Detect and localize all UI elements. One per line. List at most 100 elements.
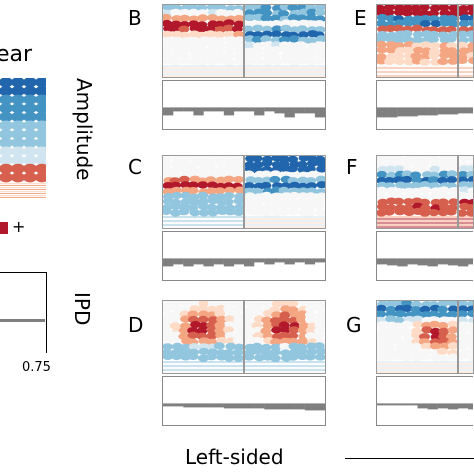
heatmap-cell <box>260 181 272 190</box>
bottom-condition-label: Left-sided <box>185 445 284 469</box>
heatmap-cell <box>437 209 449 217</box>
heatmap-cell <box>305 305 316 313</box>
panel-c-ipd-plot <box>162 231 326 281</box>
heatmap-stripe <box>377 69 457 71</box>
ipd-bar <box>284 258 295 265</box>
ipd-bar <box>397 258 408 267</box>
heatmap-cell <box>261 197 273 205</box>
heatmap-cell <box>163 30 173 38</box>
heatmap-cell <box>0 111 13 122</box>
heatmap-cell <box>188 8 200 16</box>
heatmap-cell <box>215 331 227 339</box>
heatmap-cell <box>225 342 237 350</box>
heatmap-stripe <box>163 365 243 367</box>
heatmap-cell <box>459 209 468 217</box>
heatmap-cell <box>197 304 208 312</box>
ipd-bar <box>264 107 275 112</box>
heatmap-cell <box>223 354 235 362</box>
ipd-bar <box>294 107 305 114</box>
panel-letter-e: E <box>354 6 367 30</box>
heatmap-stripe <box>377 216 457 218</box>
heatmap-cell <box>23 172 37 183</box>
heatmap-cell <box>315 159 325 167</box>
ipd-bar <box>314 107 325 118</box>
ipd-bar <box>163 258 174 267</box>
heatmap-stripe <box>459 226 473 228</box>
heatmap-cell <box>385 46 397 54</box>
heatmap-cell <box>23 155 37 166</box>
heatmap-stripe <box>377 226 457 228</box>
heatmap-cell <box>315 175 325 183</box>
heatmap-cell <box>278 315 290 323</box>
heatmap-cell <box>170 186 182 194</box>
heatmap-stripe <box>377 75 457 77</box>
heatmap-cell <box>385 165 397 173</box>
heatmap-stripe <box>377 65 457 67</box>
heatmap-cell <box>178 175 190 183</box>
heatmap-cell <box>459 191 468 199</box>
ipd-bar <box>254 403 265 409</box>
heatmap-cell <box>270 209 282 217</box>
heatmap-cell <box>197 9 209 17</box>
heatmap-cell <box>445 35 457 43</box>
panel-c-heatmap-right <box>244 155 326 229</box>
heatmap-cell <box>304 332 316 340</box>
ipd-bar <box>304 403 316 411</box>
heatmap-cell <box>271 311 283 319</box>
heatmap-cell <box>254 310 266 318</box>
heatmap-stripe <box>245 361 325 363</box>
heatmap-cell <box>467 327 473 335</box>
heatmap-cell <box>384 24 396 33</box>
heatmap-cell <box>402 332 414 340</box>
ipd-bar <box>294 403 305 410</box>
ipd-bar <box>447 258 459 266</box>
heatmap-stripe <box>163 73 243 75</box>
ipd-bar <box>203 403 214 408</box>
heatmap-cell <box>438 354 450 362</box>
heatmap-stripe <box>0 182 46 184</box>
heatmap-cell <box>197 58 209 66</box>
heatmap-cell <box>260 170 272 178</box>
panel-d-ipd-plot <box>162 376 326 426</box>
ipd-bar <box>387 403 398 406</box>
heatmap-cell <box>223 326 234 334</box>
heatmap-cell <box>215 8 227 17</box>
heatmap-cell <box>170 202 181 210</box>
heatmap-cell <box>467 310 473 318</box>
heatmap-cell <box>419 19 431 28</box>
ipd-bar <box>274 403 285 410</box>
heatmap-cell <box>304 209 316 217</box>
heatmap-cell <box>383 208 395 216</box>
panel-letter-g: G <box>346 313 362 337</box>
heatmap-cell <box>180 165 192 173</box>
heatmap-cell <box>0 94 13 105</box>
heatmap-cell <box>419 305 431 313</box>
heatmap-cell <box>262 322 274 330</box>
heatmap-cell <box>428 310 440 318</box>
heatmap-cell <box>0 146 13 157</box>
heatmap-cell <box>269 203 281 211</box>
heatmap-cell <box>297 347 309 355</box>
heatmap-cell <box>172 342 183 350</box>
heatmap-stripe <box>163 216 243 218</box>
heatmap-cell <box>223 58 235 66</box>
heatmap-cell <box>383 8 395 16</box>
heatmap-cell <box>384 353 395 361</box>
heatmap-cell <box>224 186 236 194</box>
ipd-bar <box>407 107 418 117</box>
panel-a-heatmap <box>0 78 46 200</box>
heatmap-cell <box>11 86 25 96</box>
heatmap-cell <box>251 301 263 308</box>
heatmap-cell <box>252 24 264 32</box>
heatmap-cell <box>429 165 441 173</box>
heatmap-cell <box>245 41 255 49</box>
heatmap-stripe <box>459 222 473 224</box>
heatmap-cell <box>11 172 25 183</box>
heatmap-cell <box>279 342 291 351</box>
panel-c-heatmap-left <box>162 155 244 229</box>
heatmap-cell <box>393 52 405 60</box>
heatmap-cell <box>23 129 37 140</box>
heatmap-stripe <box>245 67 325 69</box>
heatmap-cell <box>233 176 243 184</box>
heatmap-cell <box>206 305 218 313</box>
